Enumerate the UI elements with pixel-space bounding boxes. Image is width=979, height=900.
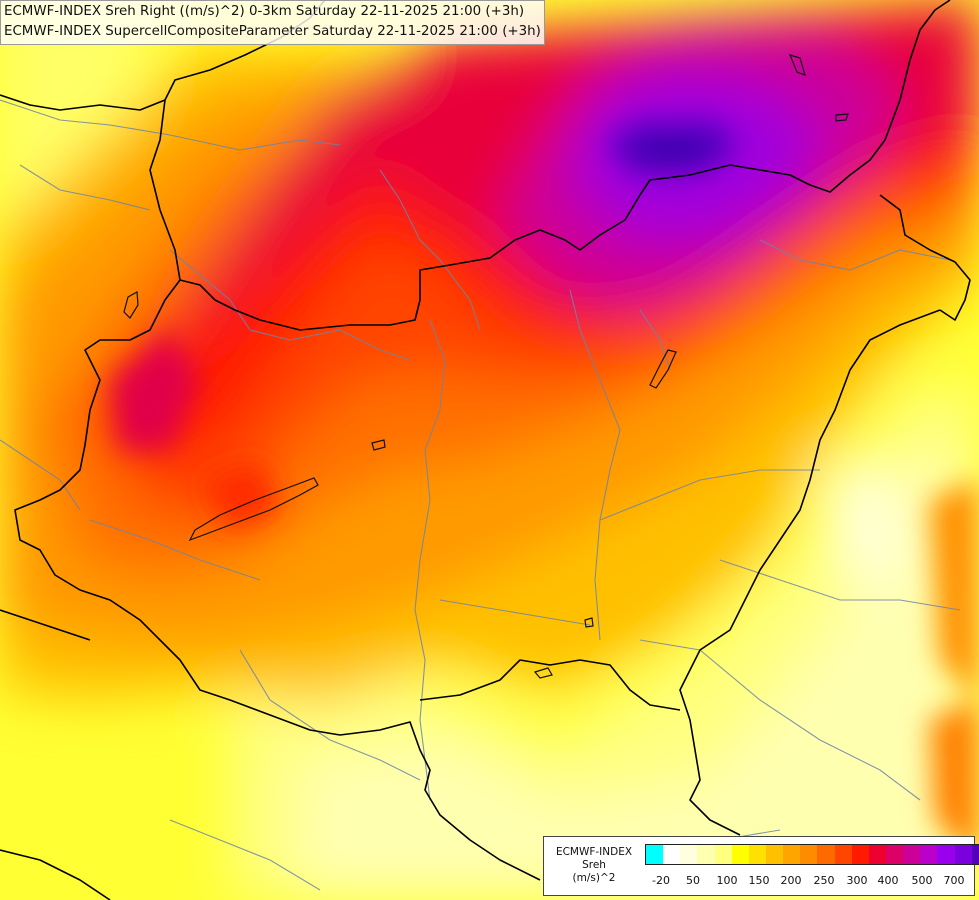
legend-unit: (m/s)^2: [572, 872, 616, 884]
legend-swatch: [748, 845, 766, 864]
legend-swatch: [954, 845, 972, 864]
legend-tick-label: 200: [780, 874, 802, 887]
legend-tick-label: -20: [652, 874, 670, 887]
legend-swatch: [834, 845, 852, 864]
legend-tick-label: 250: [813, 874, 835, 887]
legend-product-name: ECMWF-INDEX: [555, 846, 633, 858]
lakes: [123, 54, 849, 679]
legend-variable-name: Sreh: [582, 859, 606, 871]
rivers: [0, 99, 961, 891]
sreh-core: [110, 120, 979, 860]
map-title-secondary: ECMWF-INDEX SupercellCompositeParameter …: [4, 24, 541, 39]
map-title-primary: ECMWF-INDEX Sreh Right ((m/s)^2) 0-3km S…: [4, 4, 525, 19]
legend-swatch: [697, 845, 715, 864]
legend-swatch: [817, 845, 835, 864]
legend-tick-labels: -20 50 100 150 200 250 300 400 500 700: [645, 874, 975, 888]
legend-swatch: [663, 845, 681, 864]
legend-swatch: [646, 845, 664, 864]
legend-swatch: [765, 845, 784, 864]
legend-swatch: [680, 845, 698, 864]
legend-swatch: [885, 845, 904, 864]
legend-color-bar: [645, 844, 979, 865]
color-legend: ECMWF-INDEX Sreh (m/s)^2 -20 50 100 150 200 2…: [543, 836, 979, 896]
legend-swatch: [868, 845, 886, 864]
legend-swatch: [714, 845, 732, 864]
legend-product-label: ECMWF-INDEX Sreh (m/s)^2: [548, 846, 640, 885]
legend-swatch: [851, 845, 869, 864]
legend-swatch: [800, 845, 818, 864]
legend-tick-label: 500: [911, 874, 933, 887]
legend-swatch: [903, 845, 921, 864]
legend-tick-label: 400: [877, 874, 899, 887]
legend-tick-label: 150: [748, 874, 770, 887]
legend-swatch: [971, 845, 979, 864]
legend-swatch: [920, 845, 938, 864]
legend-swatch: [783, 845, 801, 864]
legend-tick-label: 700: [943, 874, 965, 887]
legend-swatch: [731, 845, 749, 864]
map-title-box: ECMWF-INDEX Sreh Right ((m/s)^2) 0-3km S…: [0, 0, 545, 45]
legend-swatch: [937, 845, 955, 864]
legend-tick-label: 100: [716, 874, 738, 887]
legend-tick-label: 50: [686, 874, 700, 887]
legend-tick-label: 300: [846, 874, 868, 887]
